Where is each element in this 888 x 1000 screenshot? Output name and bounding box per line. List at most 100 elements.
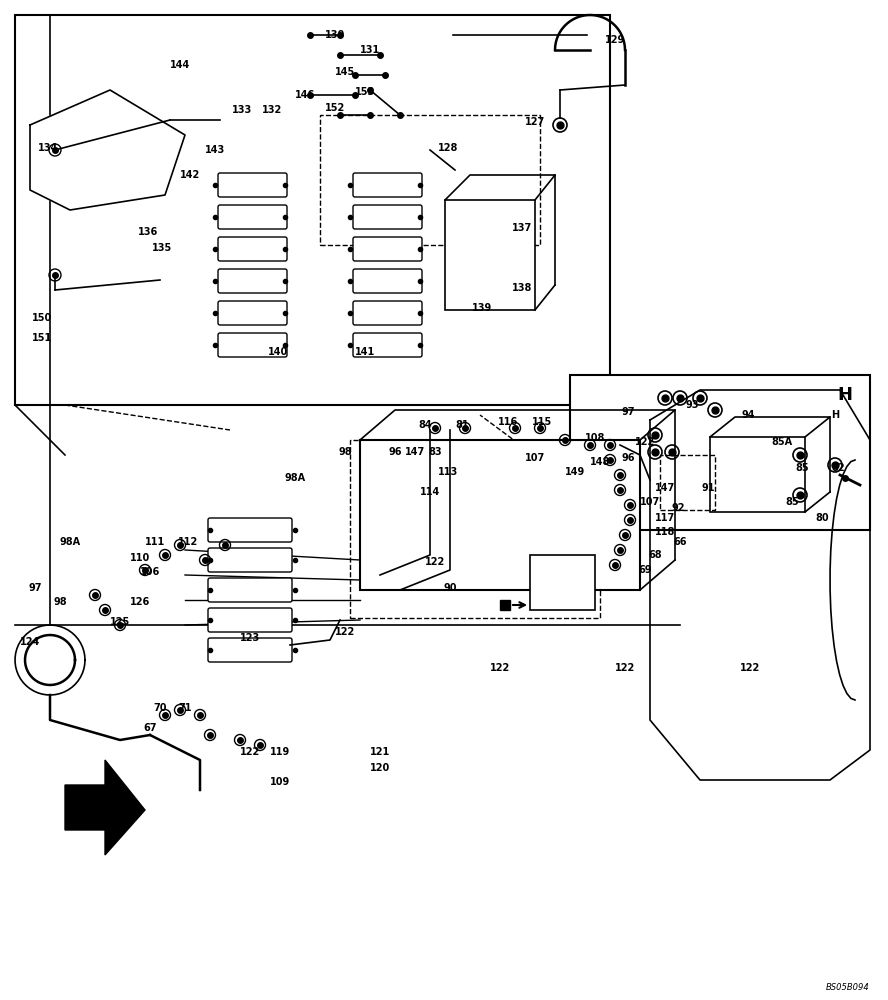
- Text: 122: 122: [335, 627, 355, 637]
- Text: 147: 147: [405, 447, 425, 457]
- Text: 98: 98: [338, 447, 352, 457]
- FancyBboxPatch shape: [208, 518, 292, 542]
- Text: 147: 147: [654, 483, 675, 493]
- Text: 121: 121: [370, 747, 390, 757]
- Text: 143: 143: [205, 145, 226, 155]
- Text: 148: 148: [590, 457, 610, 467]
- Text: 80: 80: [815, 513, 829, 523]
- Text: 120: 120: [370, 763, 390, 773]
- Text: 67: 67: [143, 723, 157, 733]
- Text: 132: 132: [262, 105, 282, 115]
- Text: 114: 114: [420, 487, 440, 497]
- Text: 119: 119: [270, 747, 290, 757]
- Text: 81: 81: [456, 420, 469, 430]
- Text: 142: 142: [180, 170, 200, 180]
- Text: 126: 126: [130, 597, 150, 607]
- Text: 118: 118: [654, 527, 675, 537]
- Text: 106: 106: [140, 567, 160, 577]
- Text: 85A: 85A: [772, 437, 793, 447]
- Text: 97: 97: [28, 583, 42, 593]
- Text: 122: 122: [635, 437, 655, 447]
- Text: 93: 93: [686, 400, 699, 410]
- Text: 153: 153: [355, 87, 375, 97]
- Text: 112: 112: [178, 537, 198, 547]
- Polygon shape: [30, 90, 185, 210]
- Bar: [710, 437, 805, 512]
- Text: 124: 124: [20, 637, 40, 647]
- Text: 96: 96: [388, 447, 401, 457]
- Text: 137: 137: [511, 223, 532, 233]
- Text: 85: 85: [795, 463, 809, 473]
- FancyBboxPatch shape: [218, 301, 287, 325]
- Text: 109: 109: [270, 777, 290, 787]
- Text: 136: 136: [138, 227, 158, 237]
- Text: 115: 115: [532, 417, 552, 427]
- Text: 134: 134: [38, 143, 58, 153]
- Bar: [15, 15, 610, 405]
- Text: 117: 117: [654, 513, 675, 523]
- Text: 146: 146: [295, 90, 315, 100]
- Text: 130: 130: [325, 30, 345, 40]
- Text: 122: 122: [614, 663, 635, 673]
- Text: 122: 122: [740, 663, 760, 673]
- Text: 149: 149: [565, 467, 585, 477]
- Bar: [530, 555, 595, 610]
- Text: 84: 84: [418, 420, 432, 430]
- Text: 135: 135: [152, 243, 172, 253]
- Text: 138: 138: [511, 283, 532, 293]
- Text: 110: 110: [130, 553, 150, 563]
- Text: 131: 131: [360, 45, 380, 55]
- Text: 96: 96: [622, 453, 635, 463]
- FancyBboxPatch shape: [353, 301, 422, 325]
- Bar: [350, 440, 600, 618]
- Text: 83: 83: [428, 447, 442, 457]
- Text: 91: 91: [702, 483, 715, 493]
- Text: H: H: [837, 386, 852, 404]
- Text: 97: 97: [622, 407, 635, 417]
- Bar: [660, 455, 715, 510]
- FancyBboxPatch shape: [208, 608, 292, 632]
- Text: 129: 129: [605, 35, 625, 45]
- FancyBboxPatch shape: [353, 269, 422, 293]
- Bar: [320, 115, 540, 245]
- Text: 141: 141: [355, 347, 375, 357]
- Text: 90: 90: [443, 583, 456, 593]
- Text: 108: 108: [585, 433, 606, 443]
- FancyBboxPatch shape: [218, 237, 287, 261]
- Bar: [445, 200, 535, 310]
- FancyBboxPatch shape: [218, 205, 287, 229]
- Text: 144: 144: [170, 60, 190, 70]
- Text: 122: 122: [424, 557, 445, 567]
- Text: 122: 122: [490, 663, 510, 673]
- Text: 150: 150: [32, 313, 52, 323]
- Text: 133: 133: [232, 105, 252, 115]
- Text: 98: 98: [53, 597, 67, 607]
- FancyBboxPatch shape: [353, 173, 422, 197]
- FancyBboxPatch shape: [353, 205, 422, 229]
- Text: 98A: 98A: [284, 473, 305, 483]
- FancyBboxPatch shape: [218, 269, 287, 293]
- Text: 151: 151: [32, 333, 52, 343]
- Text: 116: 116: [498, 417, 518, 427]
- Text: 71: 71: [178, 703, 192, 713]
- Text: H: H: [831, 410, 839, 420]
- FancyBboxPatch shape: [218, 173, 287, 197]
- Text: 82: 82: [831, 463, 844, 473]
- Text: 107: 107: [640, 497, 660, 507]
- FancyBboxPatch shape: [353, 333, 422, 357]
- Text: 140: 140: [268, 347, 288, 357]
- Bar: [570, 375, 870, 530]
- Text: 127: 127: [525, 117, 545, 127]
- Text: 139: 139: [472, 303, 492, 313]
- Text: 123: 123: [240, 633, 260, 643]
- Text: 68: 68: [648, 550, 662, 560]
- Text: 98A: 98A: [59, 537, 81, 547]
- Polygon shape: [65, 760, 145, 855]
- Text: 94: 94: [741, 410, 755, 420]
- Bar: [360, 440, 640, 590]
- Text: 122: 122: [240, 747, 260, 757]
- FancyBboxPatch shape: [218, 333, 287, 357]
- Text: 69: 69: [638, 565, 652, 575]
- Text: 107: 107: [525, 453, 545, 463]
- Text: 66: 66: [673, 537, 686, 547]
